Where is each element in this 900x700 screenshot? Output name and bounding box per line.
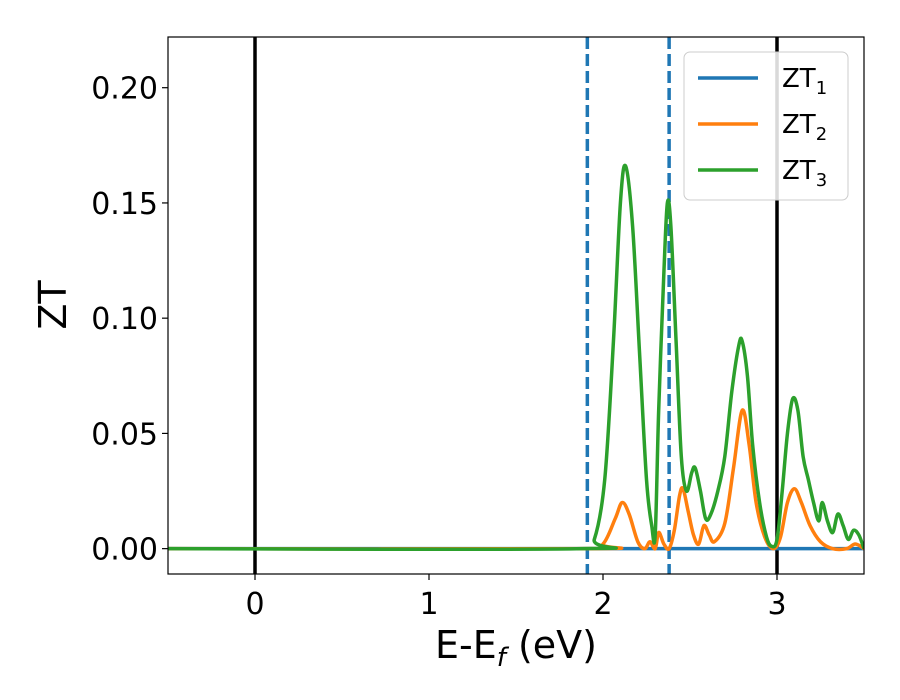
y-tick-label-4: 0.20 [91, 72, 158, 107]
series-lines [168, 163, 864, 552]
x-tick-label-3: 3 [767, 587, 786, 622]
y-tick-label-3: 0.15 [91, 187, 158, 222]
legend: ZT1 ZT2 ZT3 [683, 51, 849, 201]
x-tick-label-1: 1 [419, 587, 438, 622]
y-tick-label-2: 0.10 [91, 302, 158, 337]
series-line-3 [168, 163, 864, 552]
x-axis-ticks: 0 1 2 3 [245, 574, 787, 622]
legend-label-1: ZT1 [782, 64, 827, 99]
y-axis-ticks: 0.00 0.05 0.10 0.15 0.20 [91, 72, 168, 568]
x-tick-label-0: 0 [245, 587, 264, 622]
y-tick-label-0: 0.00 [91, 533, 158, 568]
x-axis-label: E-Ef (eV) [435, 623, 597, 673]
y-axis-label: ZT [31, 280, 75, 330]
legend-label-2: ZT2 [782, 110, 827, 145]
legend-box [683, 51, 849, 201]
x-tick-label-2: 2 [593, 587, 612, 622]
y-tick-label-1: 0.05 [91, 417, 158, 452]
series-line-2 [168, 408, 864, 552]
legend-label-3: ZT3 [782, 156, 827, 191]
plot-frame [167, 36, 865, 575]
